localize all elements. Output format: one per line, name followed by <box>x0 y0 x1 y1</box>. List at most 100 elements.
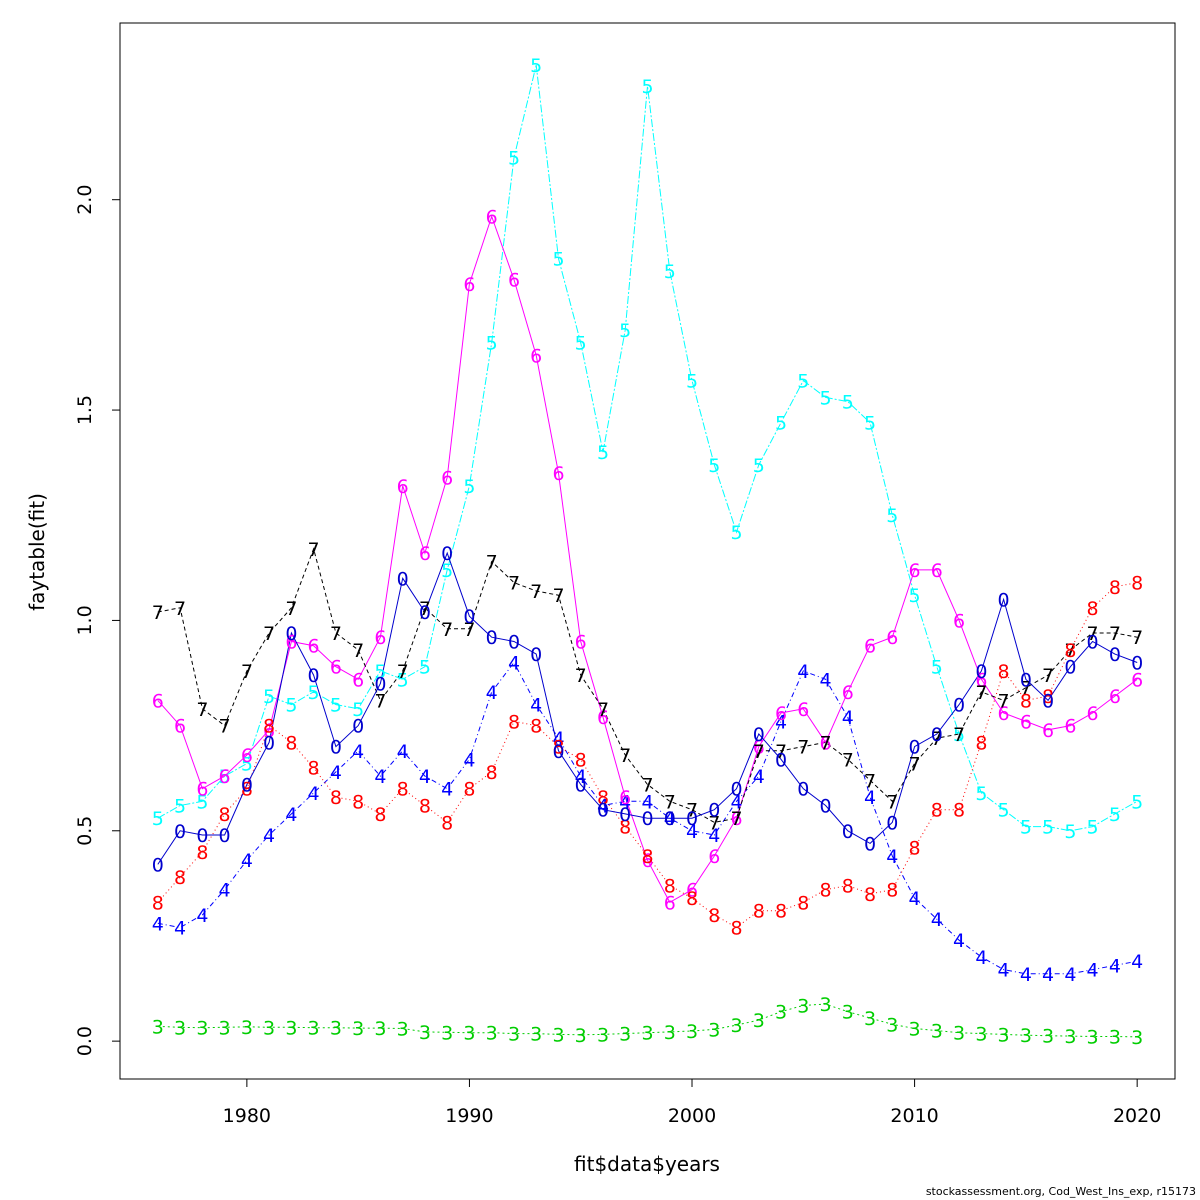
data-point: 6 <box>419 543 431 565</box>
data-point: 6 <box>842 682 854 704</box>
data-point: 6 <box>508 270 520 292</box>
data-point: 5 <box>374 661 386 683</box>
data-point: 4 <box>730 791 742 813</box>
data-point: 8 <box>263 716 275 738</box>
data-point: 7 <box>686 800 698 822</box>
x-tick-label: 2020 <box>1113 1105 1161 1127</box>
data-point: 3 <box>686 1021 698 1043</box>
data-point: 8 <box>998 661 1010 683</box>
data-point: 6 <box>575 632 587 654</box>
data-point: 0 <box>797 779 809 801</box>
data-point: 8 <box>619 817 631 839</box>
data-point: 0 <box>352 716 364 738</box>
series-line-4 <box>157 661 1138 975</box>
data-point: 0 <box>686 808 698 830</box>
data-point: 5 <box>864 413 876 435</box>
data-point: 4 <box>1109 955 1121 977</box>
data-point: 6 <box>196 779 208 801</box>
data-point: 7 <box>931 728 943 750</box>
data-point: 4 <box>820 669 832 691</box>
data-point: 6 <box>374 627 386 649</box>
data-point: 3 <box>1109 1027 1121 1049</box>
data-point: 3 <box>998 1024 1010 1046</box>
data-point: 3 <box>308 1018 320 1040</box>
data-point: 8 <box>1087 598 1099 620</box>
data-point: 0 <box>263 732 275 754</box>
data-point: 3 <box>1064 1026 1076 1048</box>
data-point: 8 <box>196 842 208 864</box>
data-point: 5 <box>530 55 542 77</box>
data-point: 0 <box>285 623 297 645</box>
data-point: 5 <box>285 695 297 717</box>
data-point: 5 <box>619 320 631 342</box>
data-point: 8 <box>1020 690 1032 712</box>
data-point: 3 <box>374 1018 386 1040</box>
data-point: 4 <box>708 825 720 847</box>
data-point: 3 <box>797 995 809 1017</box>
data-point: 6 <box>931 560 943 582</box>
data-point: 0 <box>219 825 231 847</box>
data-point: 7 <box>753 741 765 763</box>
x-axis-title: fit$data$years <box>574 1152 720 1176</box>
data-point: 5 <box>463 476 475 498</box>
series-line-0 <box>157 551 1138 865</box>
data-point: 3 <box>463 1023 475 1045</box>
data-point: 7 <box>219 716 231 738</box>
data-point: 5 <box>352 699 364 721</box>
data-point: 6 <box>1131 669 1143 691</box>
data-point: 8 <box>975 732 987 754</box>
data-point: 4 <box>174 918 186 940</box>
data-point: 5 <box>1131 791 1143 813</box>
data-point: 4 <box>152 913 164 935</box>
data-point: 7 <box>174 598 186 620</box>
data-point: 0 <box>753 724 765 746</box>
series-line-6 <box>157 214 1138 903</box>
data-point: 0 <box>864 833 876 855</box>
data-point: 4 <box>1020 964 1032 986</box>
data-point: 8 <box>931 800 943 822</box>
data-point: 4 <box>441 779 453 801</box>
data-point: 3 <box>285 1017 297 1039</box>
data-point: 5 <box>842 392 854 414</box>
data-point: 7 <box>330 623 342 645</box>
data-point: 8 <box>909 838 921 860</box>
data-point: 0 <box>886 812 898 834</box>
data-point: 3 <box>575 1025 587 1047</box>
data-point: 4 <box>308 783 320 805</box>
data-point: 4 <box>641 791 653 813</box>
data-point: 5 <box>1064 821 1076 843</box>
data-point: 7 <box>1020 678 1032 700</box>
data-point: 4 <box>419 766 431 788</box>
data-point: 5 <box>1020 817 1032 839</box>
data-point: 8 <box>708 905 720 927</box>
data-point: 4 <box>797 661 809 683</box>
data-point: 8 <box>241 779 253 801</box>
data-point: 7 <box>975 682 987 704</box>
data-point: 0 <box>664 808 676 830</box>
data-point: 8 <box>1131 573 1143 595</box>
data-point: 0 <box>196 825 208 847</box>
data-point: 3 <box>641 1023 653 1045</box>
data-point: 3 <box>397 1019 409 1041</box>
data-point: 4 <box>864 787 876 809</box>
data-point: 8 <box>686 888 698 910</box>
data-point: 7 <box>308 539 320 561</box>
data-point: 5 <box>397 669 409 691</box>
data-point: 5 <box>931 657 943 679</box>
data-point: 4 <box>664 808 676 830</box>
data-point: 3 <box>552 1024 564 1046</box>
data-point: 4 <box>931 909 943 931</box>
data-point: 3 <box>508 1024 520 1046</box>
data-point: 0 <box>463 606 475 628</box>
data-point: 0 <box>330 737 342 759</box>
data-point: 6 <box>664 892 676 914</box>
data-point: 6 <box>797 699 809 721</box>
data-point: 3 <box>352 1018 364 1040</box>
data-point: 5 <box>641 76 653 98</box>
data-point: 7 <box>1042 665 1054 687</box>
data-point: 8 <box>441 812 453 834</box>
y-tick-label: 2.0 <box>74 185 96 215</box>
